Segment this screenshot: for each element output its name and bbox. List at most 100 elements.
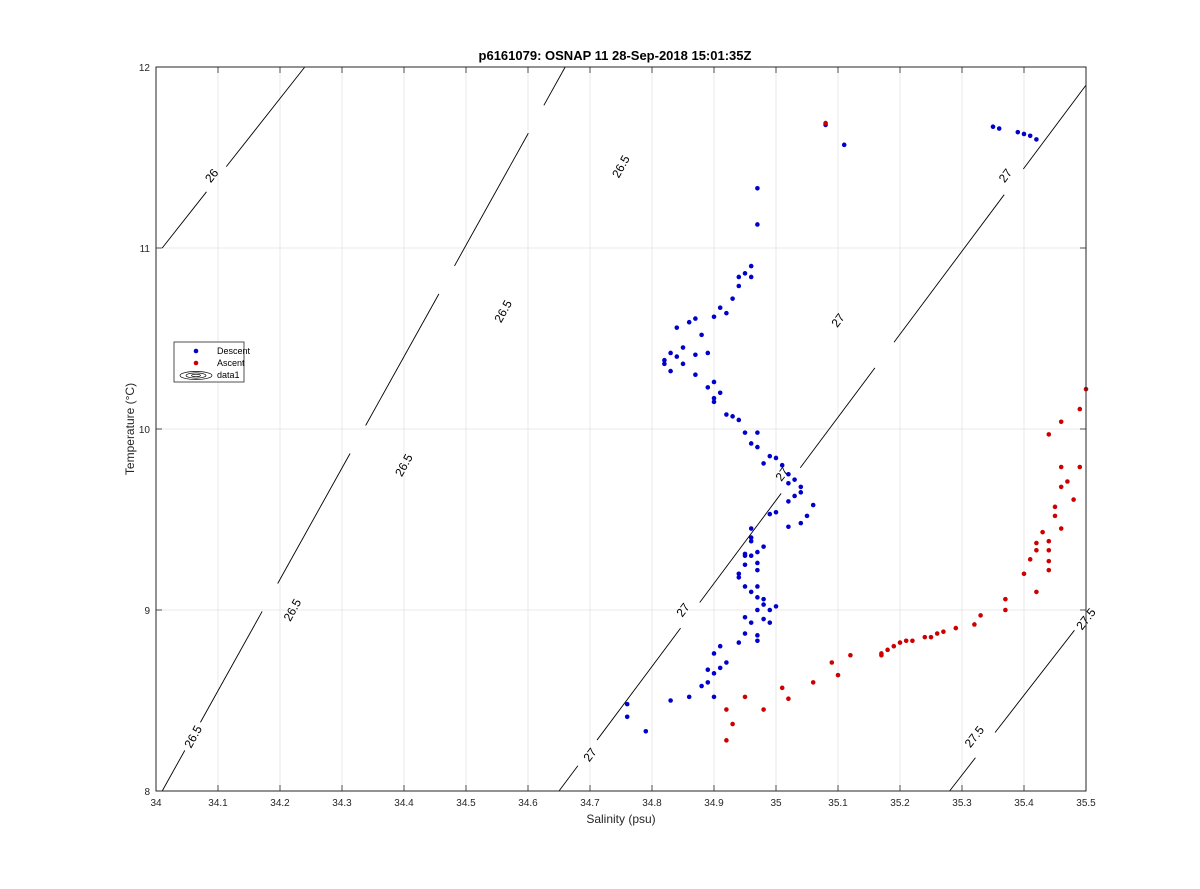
data-point-ascent	[823, 120, 828, 126]
data-point-descent	[755, 222, 760, 227]
contour-line-27	[558, 765, 579, 792]
data-point-descent	[761, 461, 766, 466]
y-tick-label: 8	[144, 787, 150, 798]
x-tick-label: 34.2	[270, 798, 290, 809]
data-point-descent	[730, 296, 735, 301]
data-point-descent	[717, 390, 723, 396]
data-point-descent	[755, 607, 760, 613]
x-tick-label: 35.4	[1014, 798, 1034, 809]
data-point-descent	[755, 430, 760, 435]
data-point-descent	[680, 345, 686, 350]
data-point-ascent	[724, 707, 729, 712]
data-point-ascent	[1034, 589, 1039, 595]
data-point-descent	[779, 462, 785, 468]
data-point-descent	[767, 620, 773, 625]
data-point-ascent	[1058, 526, 1064, 531]
legend[interactable]: Descent Ascent data1	[173, 341, 251, 383]
data-point-descent	[736, 640, 742, 645]
x-tick-label: 35	[770, 798, 782, 809]
data-point-descent	[761, 602, 766, 607]
data-point-descent	[755, 185, 760, 191]
data-point-descent	[996, 126, 1002, 131]
data-point-descent	[711, 395, 717, 401]
data-point-descent	[668, 698, 673, 703]
data-point-ascent	[879, 651, 884, 656]
y-tick-label: 9	[144, 606, 150, 617]
x-tick-label: 35.3	[952, 798, 972, 809]
contour-line-26-5	[454, 133, 529, 267]
data-point-descent	[773, 455, 779, 461]
data-point-ascent	[903, 638, 909, 644]
axis-ticks: 34 34.1 34.2 34.3 34.4 34.5 34.6 34.7 34.8 34.9 35…	[139, 63, 1096, 809]
legend-label-descent: Descent	[217, 346, 251, 356]
data-point-descent	[742, 631, 748, 636]
legend-label-data1: data1	[217, 370, 240, 380]
data-point-descent	[748, 274, 754, 280]
data-point-descent	[662, 361, 667, 367]
contour-line-27-5	[949, 757, 976, 792]
legend-marker-descent	[193, 348, 199, 354]
data-point-descent	[792, 493, 797, 499]
data-point-descent	[717, 305, 723, 311]
contour-line-26	[225, 66, 306, 167]
y-tick-label: 12	[139, 63, 151, 74]
data-point-ascent	[1046, 558, 1052, 564]
x-tick-label: 34.9	[704, 798, 724, 809]
data-point-ascent	[786, 696, 791, 701]
data-point-descent	[748, 441, 754, 446]
series-ascent	[724, 120, 1089, 743]
data-point-ascent	[1052, 513, 1058, 519]
data-point-descent	[736, 417, 742, 423]
data-point-descent	[736, 575, 742, 580]
data-point-descent	[748, 263, 754, 269]
data-point-descent	[705, 680, 711, 685]
contour-line-26-5	[277, 453, 351, 584]
data-point-descent	[1015, 129, 1021, 135]
data-point-descent	[662, 357, 667, 363]
data-point-descent	[767, 607, 773, 613]
data-point-descent	[668, 368, 673, 374]
data-point-descent	[711, 671, 717, 676]
data-point-ascent	[1058, 484, 1064, 490]
data-point-descent	[742, 614, 748, 620]
data-point-descent	[674, 325, 680, 330]
data-point-ascent	[724, 738, 729, 743]
data-point-descent	[711, 314, 717, 320]
data-point-descent	[767, 511, 773, 517]
data-point-descent	[761, 596, 766, 602]
contour-line-27	[893, 194, 1005, 343]
data-point-descent	[717, 665, 723, 671]
data-point-descent	[761, 544, 766, 549]
data-point-ascent	[1065, 479, 1070, 484]
data-point-ascent	[1034, 547, 1039, 553]
data-point-ascent	[1052, 504, 1058, 510]
contour-line-27	[596, 627, 681, 741]
data-point-ascent	[829, 660, 835, 665]
data-point-descent	[1034, 137, 1039, 142]
data-point-descent	[736, 283, 742, 289]
legend-contour-icon	[179, 371, 213, 380]
data-point-descent	[755, 595, 760, 600]
data-point-ascent	[1077, 406, 1083, 412]
data-point-descent	[990, 124, 996, 130]
data-point-descent	[742, 551, 748, 557]
data-point-descent	[742, 584, 748, 589]
data-point-ascent	[761, 707, 766, 712]
y-axis-label: Temperature (°C)	[123, 383, 137, 475]
data-series	[624, 120, 1089, 743]
data-point-descent	[686, 319, 692, 325]
data-point-ascent	[1027, 557, 1033, 562]
data-point-ascent	[848, 652, 853, 658]
data-point-ascent	[928, 634, 934, 640]
data-point-ascent	[1058, 419, 1064, 425]
data-point-ascent	[978, 613, 983, 618]
data-point-descent	[798, 520, 804, 526]
data-point-descent	[798, 484, 804, 490]
data-point-descent	[786, 471, 791, 477]
data-point-ascent	[972, 622, 977, 627]
x-tick-label: 34.5	[456, 798, 476, 809]
contour-line-27-5	[994, 630, 1075, 733]
data-point-ascent	[742, 694, 748, 700]
x-tick-label: 34.4	[394, 798, 414, 809]
